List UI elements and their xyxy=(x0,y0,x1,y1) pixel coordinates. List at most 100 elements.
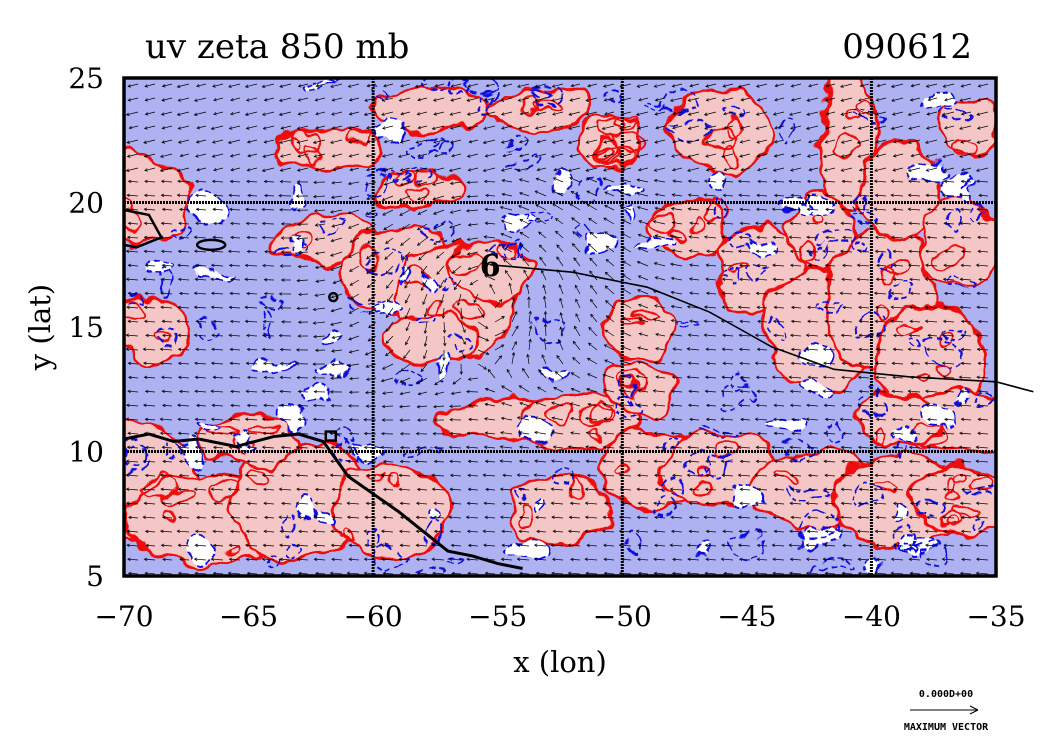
wind-vector-head xyxy=(603,417,608,421)
wind-vector-head xyxy=(246,347,251,352)
wind-vector-head xyxy=(842,543,846,548)
wind-vector-head xyxy=(196,125,201,130)
wind-vector-head xyxy=(450,501,455,506)
wind-vector xyxy=(230,348,241,351)
wind-vector xyxy=(638,167,649,171)
wind-vector xyxy=(144,558,156,561)
wind-vector-head xyxy=(570,431,574,435)
wind-vector-head xyxy=(210,473,215,478)
wind-vector-head xyxy=(568,515,573,520)
wind-vector xyxy=(383,516,394,519)
wind-vector xyxy=(841,194,853,197)
wind-vector-head xyxy=(637,168,642,172)
wind-vector xyxy=(417,195,428,200)
wind-vector xyxy=(177,320,190,323)
wind-vector xyxy=(942,516,955,519)
wind-vector xyxy=(943,460,955,463)
wind-vector-head xyxy=(822,375,827,380)
wind-vector xyxy=(432,474,445,477)
negative-vorticity-contour xyxy=(891,426,923,443)
wind-vector-head xyxy=(960,319,965,324)
positive-vorticity-contour xyxy=(617,115,636,132)
wind-vector-head xyxy=(143,361,147,366)
wind-vector xyxy=(230,180,241,183)
wind-vector-head xyxy=(485,338,490,342)
wind-vector xyxy=(162,502,173,505)
wind-vector xyxy=(536,217,547,225)
wind-vector xyxy=(112,475,121,476)
wind-vector-head xyxy=(788,375,793,379)
wind-vector-head xyxy=(382,366,386,370)
wind-vector-head xyxy=(93,474,96,477)
wind-vector xyxy=(909,474,921,477)
wind-vector-head xyxy=(670,389,675,393)
wind-vector-head xyxy=(176,501,181,506)
wind-vector-head xyxy=(722,193,727,198)
negative-vorticity-contour xyxy=(810,247,830,262)
wind-vector xyxy=(330,572,343,575)
wind-vector xyxy=(262,153,275,158)
wind-vector-head xyxy=(604,204,608,209)
negative-vorticity-contour xyxy=(438,271,455,286)
wind-vector xyxy=(477,363,487,370)
wind-vector-head xyxy=(194,445,199,450)
wind-vector xyxy=(349,544,360,547)
wind-vector xyxy=(348,251,360,258)
wind-vector xyxy=(891,320,904,323)
wind-vector-head xyxy=(128,375,132,380)
wind-vector-head xyxy=(975,515,980,520)
wind-vector-head xyxy=(723,445,727,450)
wind-vector-head xyxy=(349,282,354,286)
wind-vector-head xyxy=(95,264,98,267)
wind-vector-head xyxy=(433,501,437,506)
wind-vector xyxy=(740,208,751,211)
wind-vector-head xyxy=(399,391,404,396)
wind-vector-head xyxy=(314,223,319,227)
wind-vector-head xyxy=(110,334,113,337)
wind-vector xyxy=(229,334,241,337)
wind-vector-head xyxy=(570,372,575,376)
wind-vector xyxy=(162,208,173,211)
wind-vector xyxy=(213,530,224,533)
wind-vector-head xyxy=(944,417,948,422)
wind-vector xyxy=(739,530,751,533)
negative-vorticity-contour xyxy=(779,120,794,145)
wind-vector-head xyxy=(535,204,539,208)
wind-vector xyxy=(671,446,683,449)
wind-vector-head xyxy=(925,403,930,408)
wind-vector-head xyxy=(329,571,334,576)
wind-vector-head xyxy=(399,404,403,409)
wind-vector xyxy=(978,278,989,281)
negative-vorticity-contour xyxy=(682,458,710,480)
wind-vector xyxy=(111,573,121,574)
wind-vector xyxy=(347,516,360,519)
wind-vector xyxy=(876,516,887,519)
wind-vector xyxy=(739,292,751,295)
wind-vector-head xyxy=(498,355,502,359)
wind-vector-head xyxy=(739,487,744,492)
wind-vector xyxy=(382,167,394,171)
wind-vector xyxy=(637,289,649,295)
trinidad-coastline xyxy=(324,430,338,442)
wind-vector-head xyxy=(245,487,249,492)
wind-vector xyxy=(910,320,921,323)
wind-vector-head xyxy=(261,445,266,450)
wind-vector xyxy=(638,97,649,101)
wind-vector xyxy=(112,251,121,252)
wind-vector-head xyxy=(331,126,336,130)
wind-vector xyxy=(978,390,989,393)
wind-vector-head xyxy=(805,126,810,130)
wind-vector xyxy=(637,474,649,477)
negative-vorticity-contour xyxy=(505,537,543,558)
wind-vector-head xyxy=(924,305,929,310)
wind-vector-head xyxy=(228,557,233,562)
wind-vector-head xyxy=(553,167,557,172)
wind-vector xyxy=(789,376,802,379)
negative-vorticity-contour xyxy=(700,541,711,564)
wind-vector xyxy=(911,83,921,87)
wind-vector xyxy=(842,404,853,407)
wind-vector-head xyxy=(110,208,113,211)
wind-vector xyxy=(348,335,360,340)
wind-vector-head xyxy=(404,315,408,320)
wind-vector-head xyxy=(960,140,964,144)
